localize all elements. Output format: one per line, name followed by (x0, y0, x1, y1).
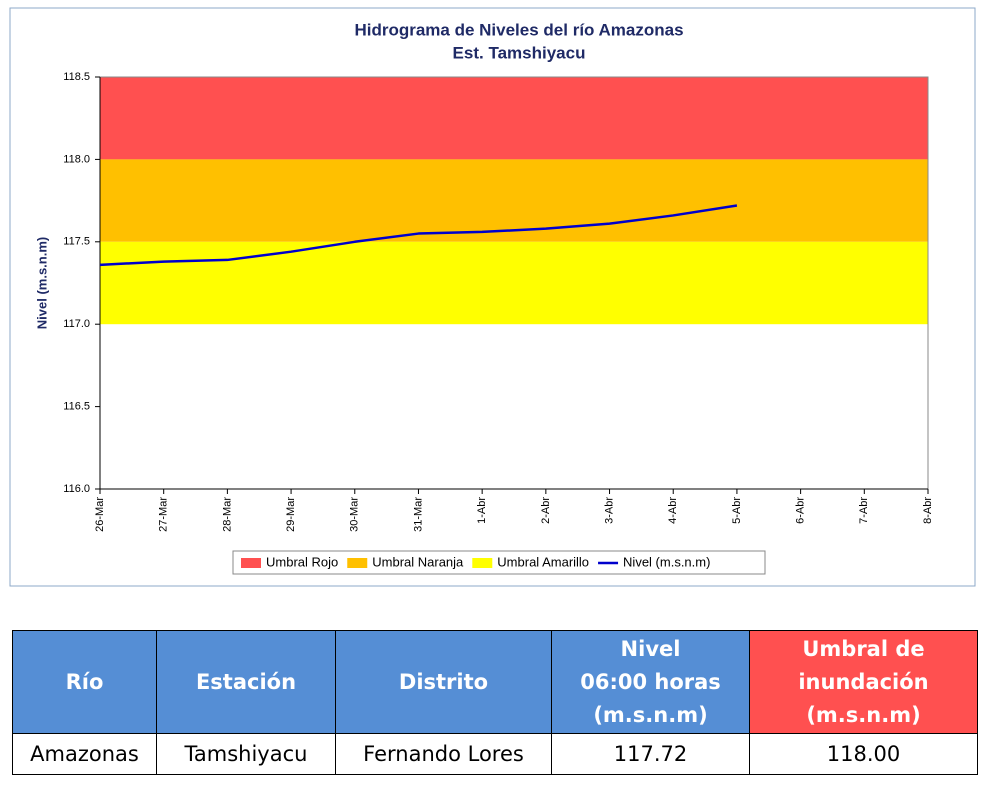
threshold-band (100, 159, 928, 242)
legend-swatch (472, 558, 493, 568)
x-tick-label: 27-Mar (158, 497, 170, 532)
y-tick-label: 117.0 (63, 318, 90, 330)
x-tick-label: 31-Mar (412, 497, 424, 532)
y-tick-label: 117.5 (63, 236, 90, 248)
x-tick-label: 6-Abr (795, 497, 807, 524)
chart: Hidrograma de Niveles del río Amazonas E… (9, 7, 976, 587)
header-cell: Umbral de inundación (m.s.n.m) (749, 630, 978, 734)
series-line (99, 204, 738, 267)
data-cell: 117.72 (551, 733, 750, 775)
x-tick-label: 7-Abr (858, 497, 870, 524)
legend-label: Nivel (m.s.n.m) (623, 554, 710, 569)
x-tick-label: 4-Abr (667, 497, 679, 524)
y-axis-label: Nivel (m.s.n.m) (34, 237, 49, 329)
x-tick-label: 2-Abr (540, 497, 552, 524)
x-tick-label: 1-Abr (476, 497, 488, 524)
x-tick-label: 29-Mar (285, 497, 297, 532)
header-text: Distrito (398, 669, 489, 694)
data-row: Amazonas Tamshiyacu Fernando Lores 117.72 11… (12, 733, 978, 775)
header-row: Río Estación Distrito Nivel 06:00 horas (m.s.… (12, 630, 978, 734)
header-text: (m.s.n.m) (593, 702, 708, 727)
legend-label: Umbral Naranja (372, 554, 464, 569)
header-text: 06:00 horas (580, 669, 721, 694)
header-text: Río (65, 669, 104, 694)
x-tick-label: 26-Mar (94, 497, 106, 532)
legend: Umbral Rojo Umbral Naranja Umbral Amarillo… (232, 550, 766, 575)
chart-subtitle: Est. Tamshiyacu (453, 43, 586, 62)
header-text: (m.s.n.m) (806, 702, 921, 727)
header-cell: Distrito (335, 630, 552, 734)
data-cell: Amazonas (12, 733, 157, 775)
header-text: Estación (195, 669, 297, 694)
header-cell: Nivel 06:00 horas (m.s.n.m) (551, 630, 750, 734)
header-text: inundación (798, 669, 929, 694)
chart-title: Hidrograma de Niveles del río Amazonas (354, 20, 683, 39)
y-tick-label: 118.0 (63, 153, 90, 165)
x-tick-label: 8-Abr (922, 497, 934, 524)
header-text: Nivel (620, 636, 681, 661)
y-tick-label: 118.5 (63, 71, 90, 83)
threshold-band (100, 77, 928, 160)
legend-label: Umbral Rojo (266, 554, 338, 569)
legend-swatch (241, 558, 261, 568)
legend-box (232, 550, 766, 575)
x-tick-label: 5-Abr (731, 497, 743, 524)
data-table: Río Estación Distrito Nivel 06:00 horas (m.s.… (12, 630, 978, 775)
data-cell: 118.00 (749, 733, 978, 775)
data-cell: Tamshiyacu (156, 733, 336, 775)
header-text: Umbral de (802, 636, 925, 661)
threshold-band (100, 241, 928, 325)
legend-swatch (347, 558, 368, 568)
x-tick-label: 30-Mar (349, 497, 361, 532)
y-tick-label: 116.5 (63, 401, 90, 413)
x-tick-label: 28-Mar (221, 497, 233, 532)
y-tick-label: 116.0 (63, 483, 90, 495)
legend-label: Umbral Amarillo (497, 554, 589, 569)
header-cell: Estación (156, 630, 336, 734)
x-tick-label: 3-Abr (603, 497, 615, 524)
data-cell: Fernando Lores (335, 733, 552, 775)
header-cell: Río (12, 630, 157, 734)
